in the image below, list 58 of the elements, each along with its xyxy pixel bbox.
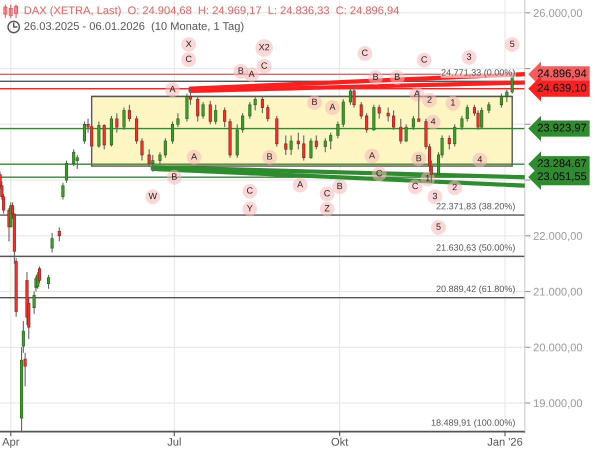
annotation: 4 — [430, 118, 436, 124]
x-tick-label: Jul — [167, 438, 181, 446]
ref-line-label: 21.630,63 (50.00%) — [436, 244, 515, 252]
annotation: B — [394, 74, 400, 80]
annotation: 5 — [510, 40, 514, 48]
annotation: C — [247, 187, 253, 194]
ref-line-label: 23.923,97 — [538, 124, 586, 133]
ref-line-label: 24.771,33 (0.00%) — [442, 68, 515, 78]
annotation: 3 — [432, 192, 438, 200]
annotation: C — [412, 182, 418, 190]
annotation: A — [329, 104, 336, 110]
annotation: C — [261, 62, 268, 69]
annotation: C — [421, 56, 428, 63]
y-tick-label: 21.000,00 — [534, 288, 582, 297]
annotation: 2 — [427, 96, 432, 103]
annotation: Z — [324, 205, 330, 212]
annotation: 3 — [466, 53, 472, 60]
y-tick-label: 26.000,00 — [534, 9, 582, 18]
annotation: 1 — [451, 99, 455, 106]
x-tick-label: Jan '26 — [487, 438, 522, 446]
annotation: A — [248, 70, 255, 78]
annotation: B — [172, 173, 177, 180]
annotation: C — [186, 56, 192, 62]
x-tick-label: Apr — [2, 438, 20, 448]
text: 26.03.2025 - 06.01.2026 (10 Monate, 1 Tag) — [24, 22, 244, 32]
annotation: 1 — [426, 175, 430, 182]
annotation: X2 — [258, 44, 270, 50]
annotation: 2 — [452, 184, 457, 190]
annotation: 4 — [478, 156, 482, 162]
ref-line-label: 20.889,42 (61.80%) — [436, 285, 515, 294]
annotation: C — [376, 170, 382, 176]
annotation: C — [324, 190, 330, 196]
annotation: A — [369, 152, 376, 158]
annotation: A — [297, 181, 304, 188]
annotation: 5 — [436, 224, 441, 230]
ref-line-label: 18.489,91 (100.00%) — [432, 419, 515, 428]
y-tick-label: 19.000,00 — [534, 399, 582, 408]
annotation: A — [170, 86, 176, 92]
text: DAX (XETRA, Last) O: 24.904,68 H: 24.969,17 L: 24.836,33 C: 24.896,94 — [24, 6, 400, 16]
annotation: C — [362, 50, 368, 56]
y-tick-label: 20.000,00 — [534, 344, 582, 353]
ref-line-label: 24.639,10 — [538, 84, 586, 93]
ref-line-label: 22.371,83 (38.20%) — [436, 202, 515, 212]
ref-line-label: 23.284.67 — [538, 159, 586, 168]
annotation: B — [267, 153, 272, 160]
ref-line-label: 24.896,94 — [538, 69, 586, 79]
annotation: X — [186, 40, 192, 47]
annotation: B — [337, 182, 342, 190]
annotation: B — [312, 98, 318, 105]
annotation: B — [416, 154, 422, 162]
annotation: W — [148, 192, 157, 200]
annotation: Y — [247, 205, 253, 212]
x-tick-label: Okt — [332, 438, 348, 446]
annotation: A — [191, 153, 198, 160]
y-tick-label: 22.000,00 — [534, 232, 582, 242]
annotation: B — [238, 67, 244, 74]
annotation: B — [373, 74, 378, 80]
ref-line-label: 23.051,55 — [538, 172, 586, 182]
